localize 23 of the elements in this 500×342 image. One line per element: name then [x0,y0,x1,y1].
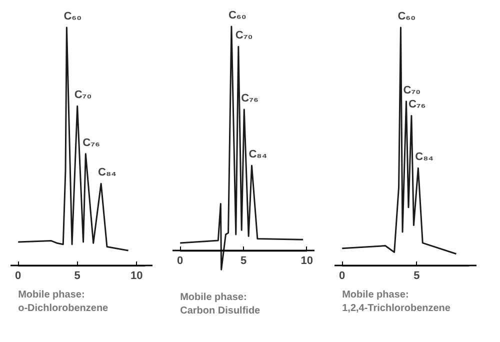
x-axis-title: Mobile phase: o-Dichlorobenzene [18,290,109,314]
x-tick-label: 5 [240,254,247,267]
x-tick-label: 5 [74,270,80,282]
annotation: C₇₀ [403,84,421,96]
x-tick-label: 10 [300,254,314,267]
x-axis-title: Mobile phase: Carbon Disulfide [180,292,261,316]
annotation: C₈₄ [415,151,434,164]
x-tick-label: 0 [177,254,184,267]
x-axis-title: Mobile phase: 1,2,4-Trichlorobenzene [342,290,451,314]
annotation: C₈₄ [248,148,268,161]
annotation: C₇₆ [408,98,426,111]
annotation: C₇₆ [82,136,100,149]
x-tick-label: 10 [130,270,143,282]
annotation: C₆₀ [64,10,82,23]
x-tick-label: 0 [339,270,346,282]
annotation: C₇₀ [74,89,92,102]
x-tick-label: 0 [15,270,22,282]
annotation: C₇₀ [235,30,253,42]
x-tick-label: 5 [414,270,420,282]
annotation: C₇₆ [241,92,258,104]
annotation: C₆₀ [398,10,416,23]
annotation: C₈₄ [98,166,116,179]
annotation: C₆₀ [228,9,246,22]
